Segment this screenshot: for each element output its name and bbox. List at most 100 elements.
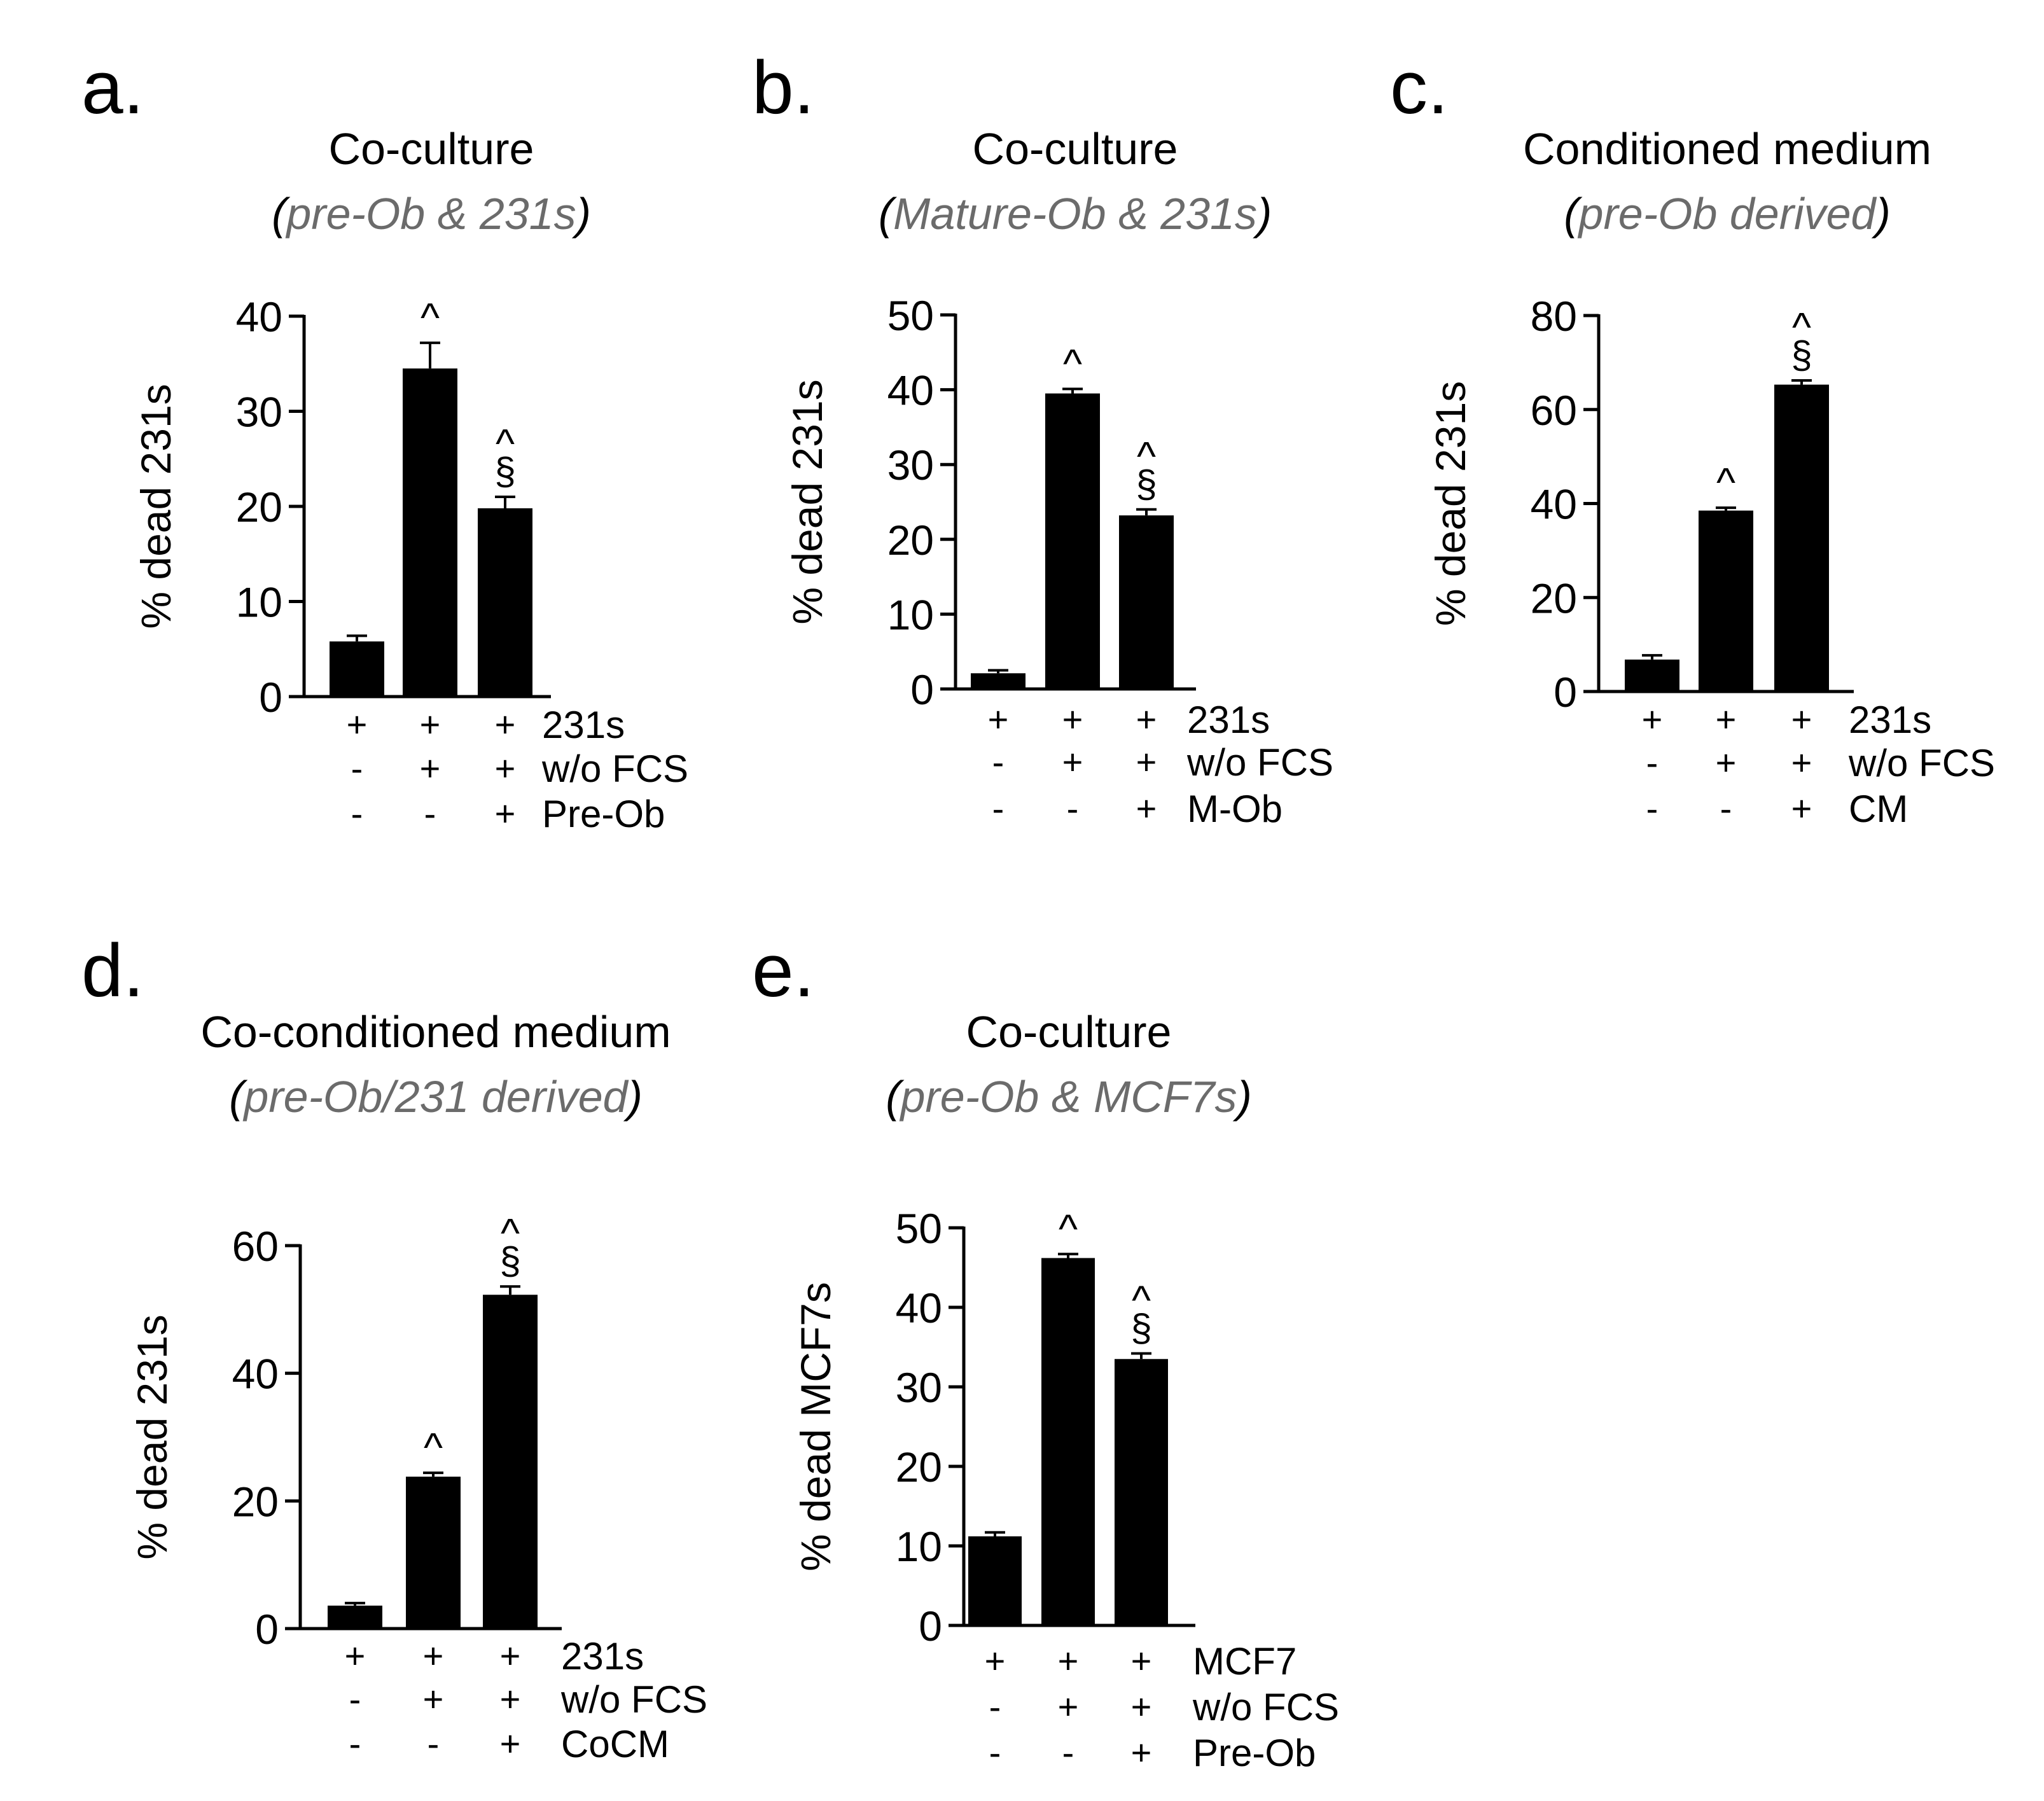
significance-caret-symbol: ^ <box>501 1210 520 1256</box>
condition-sign: + <box>1642 699 1663 739</box>
significance-mark: ^ <box>421 295 440 340</box>
bar <box>406 1477 461 1629</box>
condition-sign: + <box>420 748 441 788</box>
condition-sign: + <box>1716 742 1737 782</box>
bar <box>1625 659 1679 692</box>
condition-label: Pre-Ob <box>1193 1732 1316 1774</box>
bar <box>1699 510 1753 692</box>
condition-label: Pre-Ob <box>542 793 665 835</box>
condition-label: 231s <box>1187 699 1270 741</box>
significance-caret-symbol: ^ <box>1063 340 1082 386</box>
bar <box>330 641 384 697</box>
significance-section-symbol: § <box>494 450 515 492</box>
condition-label: 231s <box>542 704 625 746</box>
condition-sign: + <box>1131 1732 1152 1772</box>
condition-sign: + <box>1136 788 1157 828</box>
condition-sign: - <box>424 793 436 833</box>
bar <box>1045 393 1100 689</box>
condition-sign: - <box>992 742 1005 782</box>
subtitle-text: pre-Ob & MCF7s <box>900 1072 1237 1122</box>
chart-subtitle: (Mature-Ob & 231s) <box>879 189 1272 239</box>
chart-subtitle: (pre-Ob & 231s) <box>272 189 591 239</box>
panel-letter: c. <box>1390 46 1449 130</box>
condition-sign: - <box>428 1723 440 1763</box>
y-tick-label: 20 <box>1531 574 1577 622</box>
panel-letter: e. <box>752 929 814 1013</box>
condition-sign: + <box>1131 1686 1152 1727</box>
y-tick-label: 40 <box>236 293 282 340</box>
condition-sign: - <box>1720 788 1732 828</box>
condition-label: w/o FCS <box>560 1678 707 1721</box>
condition-sign: + <box>1131 1641 1152 1681</box>
condition-label: MCF7 <box>1193 1640 1297 1683</box>
y-axis-label: % dead MCF7s <box>792 1282 839 1571</box>
significance-caret-symbol: ^ <box>496 421 515 466</box>
condition-sign: + <box>1791 742 1812 782</box>
condition-sign: + <box>1791 699 1812 739</box>
significance-caret-symbol: ^ <box>424 1424 443 1470</box>
condition-sign: + <box>345 1636 366 1676</box>
condition-sign: + <box>495 704 516 744</box>
y-tick-label: 0 <box>255 1606 279 1653</box>
condition-sign: + <box>1791 788 1812 828</box>
y-tick-label: 30 <box>887 442 934 489</box>
condition-sign: - <box>992 788 1005 828</box>
significance-section-symbol: § <box>1136 462 1157 505</box>
y-tick-label: 40 <box>1531 481 1577 528</box>
y-axis-label: % dead 231s <box>132 384 179 629</box>
y-tick-label: 50 <box>887 292 934 339</box>
y-tick-label: 0 <box>259 674 282 721</box>
condition-sign: - <box>349 1679 361 1719</box>
y-tick-label: 0 <box>910 666 934 713</box>
bar <box>478 508 532 697</box>
bar <box>1041 1258 1095 1625</box>
significance-caret-symbol: ^ <box>421 295 440 340</box>
condition-sign: + <box>988 699 1009 739</box>
y-axis-label: % dead 231s <box>129 1314 176 1559</box>
y-tick-label: 10 <box>896 1523 942 1570</box>
significance-section-symbol: § <box>499 1239 520 1282</box>
significance-mark: §^ <box>1791 304 1812 376</box>
condition-sign: + <box>1136 699 1157 739</box>
subtitle-text: pre-Ob/231 derived <box>242 1072 629 1122</box>
y-tick-label: 20 <box>896 1443 942 1491</box>
panel-c: c. Conditioned medium (pre-Ob derived) 0 20 4… <box>1390 46 1995 830</box>
panel-letter: d. <box>81 929 144 1013</box>
condition-sign: + <box>1136 742 1157 782</box>
significance-mark: ^ <box>1716 459 1735 505</box>
condition-label: 231s <box>561 1635 644 1678</box>
chart-title: Co-culture <box>329 124 534 174</box>
bar <box>328 1605 382 1629</box>
significance-caret-symbol: ^ <box>1137 433 1156 479</box>
condition-sign: + <box>347 704 368 744</box>
y-tick-label: 10 <box>236 579 282 626</box>
condition-label: CoCM <box>561 1723 669 1765</box>
condition-label: w/o FCS <box>541 748 688 790</box>
significance-mark: ^ <box>424 1424 443 1470</box>
significance-mark: §^ <box>1136 433 1157 505</box>
y-tick-label: 80 <box>1531 293 1577 340</box>
significance-mark: §^ <box>494 421 515 492</box>
condition-sign: + <box>1058 1641 1079 1681</box>
y-tick-label: 40 <box>887 367 934 414</box>
chart-title: Conditioned medium <box>1523 124 1931 174</box>
y-tick-label: 10 <box>887 591 934 638</box>
condition-sign: + <box>420 704 441 744</box>
condition-sign: - <box>1646 742 1658 782</box>
significance-mark: ^ <box>1063 340 1082 386</box>
chart-title: Co-culture <box>966 1007 1172 1057</box>
condition-sign: + <box>495 793 516 833</box>
condition-sign: + <box>423 1679 444 1719</box>
condition-sign: + <box>500 1679 521 1719</box>
condition-sign: - <box>989 1686 1001 1727</box>
bar <box>483 1295 538 1629</box>
significance-caret-symbol: ^ <box>1132 1277 1151 1323</box>
significance-caret-symbol: ^ <box>1716 459 1735 505</box>
significance-caret-symbol: ^ <box>1059 1206 1078 1251</box>
bar <box>968 1536 1022 1625</box>
condition-label: w/o FCS <box>1186 741 1333 784</box>
chart-subtitle: (pre-Ob & MCF7s) <box>886 1072 1252 1122</box>
condition-label: w/o FCS <box>1848 742 1995 784</box>
condition-sign: + <box>423 1636 444 1676</box>
condition-sign: - <box>1062 1732 1074 1772</box>
